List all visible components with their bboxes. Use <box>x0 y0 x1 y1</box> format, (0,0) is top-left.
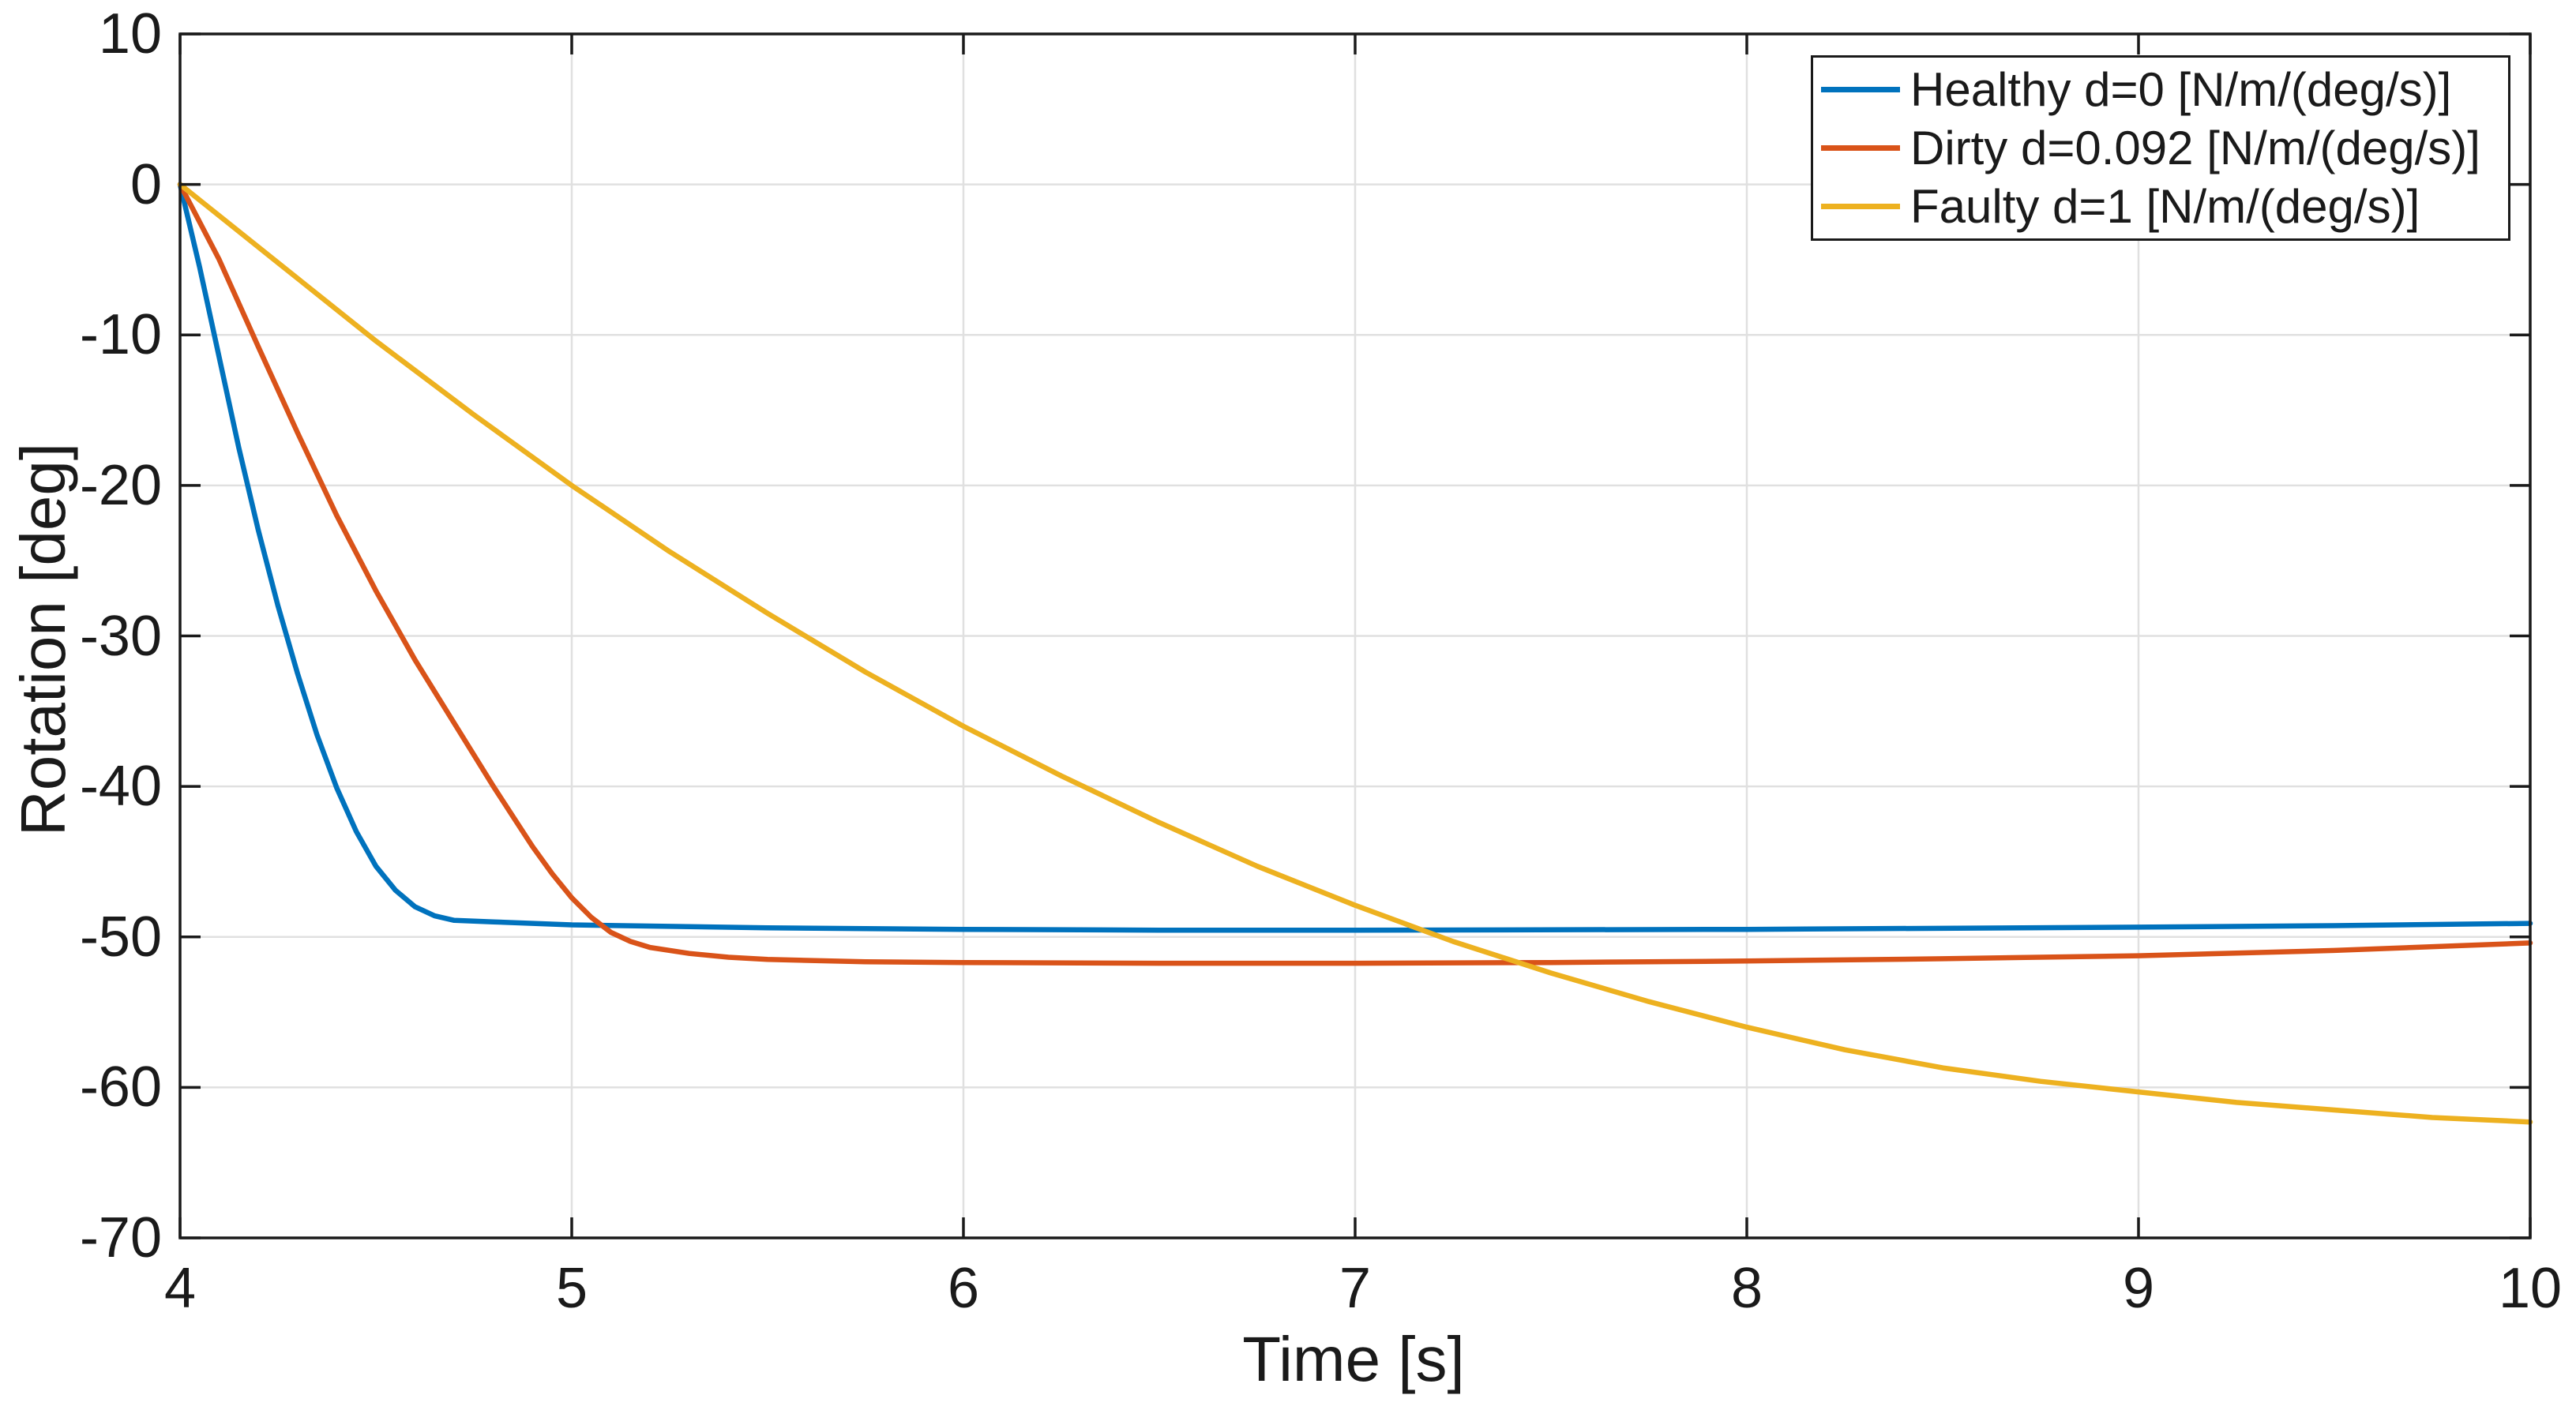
axes-box <box>178 32 2532 1239</box>
series-line-faulty <box>177 182 2533 1125</box>
x-tick-label: 8 <box>1730 1257 1763 1320</box>
y-tick-label: -40 <box>79 755 162 819</box>
legend-label-faulty: Faulty d=1 [N/m/(deg/s)] <box>1910 179 2420 233</box>
y-tick-label: -30 <box>79 604 162 668</box>
legend-label-healthy: Healthy d=0 [N/m/(deg/s)] <box>1910 63 2452 117</box>
y-tick-label: -10 <box>79 303 162 367</box>
series-line-dirty <box>177 182 2533 966</box>
legend-row-healthy: Healthy d=0 [N/m/(deg/s)] <box>1821 61 2508 119</box>
y-tick-label: 10 <box>98 2 162 66</box>
x-tick-label: 4 <box>163 1257 197 1320</box>
series-line-healthy <box>177 182 2533 933</box>
y-tick-label: -70 <box>79 1206 162 1269</box>
legend-line-sample-dirty <box>1821 145 1900 151</box>
legend-line-sample-healthy <box>1821 87 1900 93</box>
x-axis-label: Time [s] <box>1242 1324 1465 1394</box>
y-tick-label: 0 <box>130 152 162 216</box>
y-tick-label: -20 <box>79 453 162 517</box>
legend-row-dirty: Dirty d=0.092 [N/m/(deg/s)] <box>1821 119 2508 178</box>
y-axis-label: Rotation [deg] <box>8 442 78 837</box>
legend: Healthy d=0 [N/m/(deg/s)] Dirty d=0.092 … <box>1811 55 2510 241</box>
x-tick-label: 9 <box>2122 1257 2155 1320</box>
y-tick-label: -60 <box>79 1056 162 1119</box>
x-tick-label: 10 <box>2498 1257 2563 1320</box>
legend-row-faulty: Faulty d=1 [N/m/(deg/s)] <box>1821 177 2508 235</box>
x-tick-label: 5 <box>555 1257 588 1320</box>
x-tick-label: 7 <box>1339 1257 1372 1320</box>
legend-line-sample-faulty <box>1821 203 1900 209</box>
x-tick-label: 6 <box>947 1257 980 1320</box>
y-tick-label: -50 <box>79 905 162 969</box>
legend-label-dirty: Dirty d=0.092 [N/m/(deg/s)] <box>1910 122 2480 174</box>
